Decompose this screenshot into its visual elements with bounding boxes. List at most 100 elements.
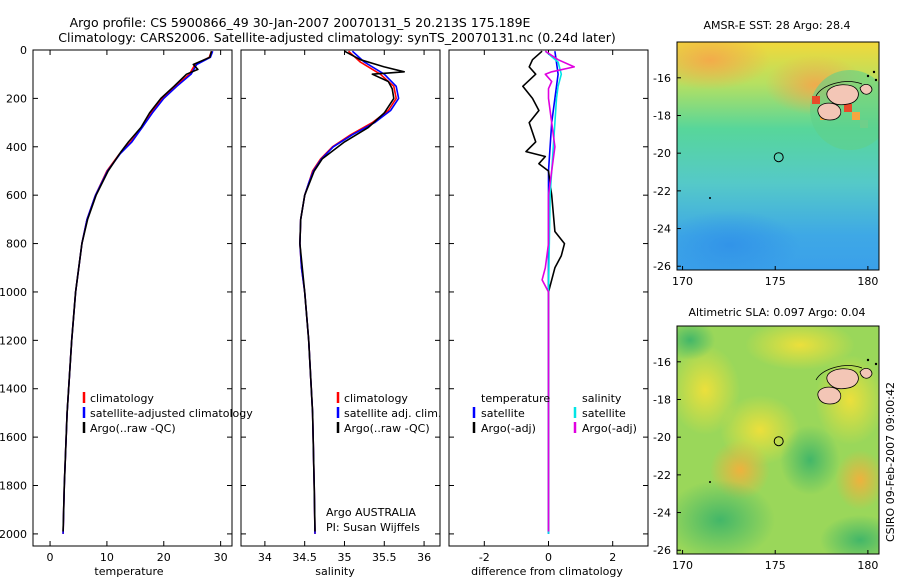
lat-tick-label: -18	[653, 393, 671, 406]
legend-label-climatology: climatology	[344, 392, 408, 405]
lat-tick-label: -18	[653, 109, 671, 122]
legend-label-temperature-satellite: satellite	[481, 407, 525, 420]
lat-tick-label: -22	[653, 185, 671, 198]
y-tick-label: 400	[6, 141, 27, 154]
legend-label-argo: Argo(..raw -QC)	[344, 422, 430, 435]
lat-tick-label: -20	[653, 431, 671, 444]
legend-header-temperature: temperature	[481, 392, 550, 405]
lat-tick-label: -20	[653, 147, 671, 160]
series-line-climatology	[62, 50, 213, 534]
lon-tick-label: 180	[857, 559, 878, 572]
legend-label-argo: Argo(..raw -QC)	[90, 422, 176, 435]
salinity-depth-ticks	[241, 49, 440, 535]
lon-tick-label: 170	[672, 275, 693, 288]
x-tick-label: 35	[337, 551, 351, 564]
legend-label-temperature-argo: Argo(-adj)	[481, 422, 536, 435]
legend-label-salinity-argo: Argo(-adj)	[582, 422, 637, 435]
depth-axis: 0 200 400 600 800 1000 1200 1400 1600 1800 2000	[0, 44, 232, 541]
salinity-panel: 34 34.5 35 35.5 36 salinity climatology sate…	[240, 49, 441, 578]
sla-map-frame	[676, 325, 880, 555]
series-line-satellite-adjusted	[299, 50, 400, 534]
sla-field	[677, 326, 879, 554]
temperature-axes-frame	[32, 49, 233, 547]
figure-title-line2: Climatology: CARS2006. Satellite-adjuste…	[58, 30, 615, 45]
lat-tick-label: -22	[653, 469, 671, 482]
difference-x-axis: -2 0 2	[479, 50, 616, 564]
difference-panel: -2 0 2 difference from climatology tempera…	[448, 49, 649, 578]
x-tick-label: 35.5	[372, 551, 397, 564]
difference-legend: temperature satellite Argo(-adj) salinit…	[472, 392, 637, 435]
x-tick-label: 0	[47, 551, 54, 564]
sla-map-title: Altimetric SLA: 0.097 Argo: 0.04	[688, 306, 865, 319]
y-tick-label: 1200	[0, 334, 27, 347]
legend-label-climatology: climatology	[90, 392, 154, 405]
sst-map-panel: AMSR-E SST: 28 Argo: 28.4 170 17	[653, 19, 880, 288]
y-tick-label: 1000	[0, 286, 27, 299]
lon-tick-label: 180	[857, 275, 878, 288]
lat-tick-label: -16	[653, 72, 671, 85]
y-tick-label: 200	[6, 92, 27, 105]
series-line-argo	[62, 50, 213, 532]
y-tick-label: 800	[6, 238, 27, 251]
difference-depth-ticks	[449, 49, 648, 535]
y-tick-label: 0	[20, 44, 27, 57]
sla-map-panel: Altimetric SLA: 0.097 Argo: 0.04 170 175 1…	[653, 306, 880, 572]
temperature-x-label: temperature	[94, 565, 163, 578]
series-line-satellite-adjusted	[62, 50, 214, 534]
series-line-temperature-argo	[521, 50, 566, 532]
salinity-x-axis: 34 34.5 35 35.5 36	[258, 50, 431, 564]
temperature-panel: 0 200 400 600 800 1000 1200 1400 1600 1800 2000 0 1…	[0, 44, 253, 578]
lat-tick-label: -26	[653, 544, 671, 557]
x-tick-label: 0	[545, 551, 552, 564]
salinity-axes-frame	[240, 49, 441, 547]
legend-label-satellite-adjusted: satellite-adjusted climatology	[90, 407, 253, 420]
x-tick-label: 30	[214, 551, 228, 564]
x-tick-label: 20	[157, 551, 171, 564]
series-line-salinity-argo	[541, 50, 576, 532]
y-tick-label: 1800	[0, 480, 27, 493]
legend-header-salinity: salinity	[582, 392, 622, 405]
principal-investigator-label: PI: Susan Wijffels	[326, 521, 420, 534]
legend-label-satellite-adjusted: satellite adj. clim.	[344, 407, 441, 420]
temperature-x-axis: 0 10 20 30	[47, 50, 228, 564]
sst-map-frame	[676, 41, 880, 271]
fiji-islands	[709, 70, 878, 199]
difference-series	[521, 50, 576, 534]
y-tick-label: 600	[6, 189, 27, 202]
temperature-series	[62, 50, 214, 534]
x-tick-label: 34.5	[292, 551, 317, 564]
salinity-legend: climatology satellite adj. clim. Argo(..…	[336, 392, 441, 435]
y-tick-label: 1400	[0, 383, 27, 396]
difference-x-label: difference from climatology	[471, 565, 623, 578]
sst-map-title: AMSR-E SST: 28 Argo: 28.4	[703, 19, 850, 32]
float-position-marker	[773, 436, 784, 447]
temperature-legend: climatology satellite-adjusted climatolo…	[82, 392, 253, 435]
salinity-series	[299, 50, 406, 534]
sst-field	[677, 42, 879, 270]
x-tick-label: 36	[417, 551, 431, 564]
argo-program-label: Argo AUSTRALIA	[326, 506, 416, 519]
y-tick-label: 2000	[0, 528, 27, 541]
lat-tick-label: -16	[653, 356, 671, 369]
lat-tick-label: -24	[653, 223, 671, 236]
series-line-argo	[299, 50, 406, 532]
lon-tick-label: 170	[672, 559, 693, 572]
lat-tick-label: -26	[653, 260, 671, 273]
x-tick-label: -2	[479, 551, 490, 564]
x-tick-label: 10	[100, 551, 114, 564]
lat-tick-label: -24	[653, 507, 671, 520]
series-line-temperature-satellite	[547, 51, 559, 534]
sla-map-axes: 170 175 180 -16 -18 -20 -22 -24 -26	[653, 356, 878, 572]
fiji-islands	[709, 358, 878, 483]
figure-title-line1: Argo profile: CS 5900866_49 30-Jan-2007 …	[70, 15, 531, 30]
sst-map-axes: 170 175 180 -16 -18 -20 -22 -24 -26	[653, 72, 878, 288]
lon-tick-label: 175	[765, 559, 786, 572]
float-position-marker	[773, 152, 784, 163]
salinity-x-label: salinity	[315, 565, 355, 578]
x-tick-label: 2	[609, 551, 616, 564]
x-tick-label: 34	[258, 551, 272, 564]
lon-tick-label: 175	[765, 275, 786, 288]
legend-label-salinity-satellite: satellite	[582, 407, 626, 420]
csiro-timestamp: CSIRO 09-Feb-2007 09:00:42	[884, 382, 897, 542]
